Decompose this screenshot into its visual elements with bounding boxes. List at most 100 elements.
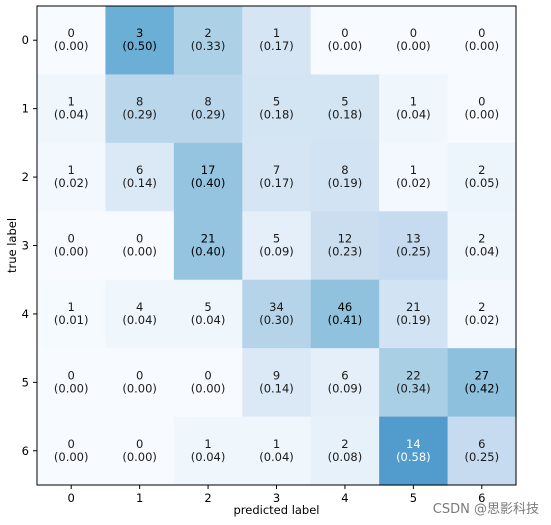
heatmap-cell <box>105 211 175 281</box>
cell-fraction-label: (0.01) <box>54 313 89 327</box>
cell-count-label: 0 <box>478 95 485 109</box>
cell-fraction-label: (0.41) <box>328 313 363 327</box>
x-tick-label: 0 <box>68 491 75 505</box>
cell-fraction-label: (0.14) <box>259 381 294 395</box>
cell-fraction-label: (0.40) <box>191 176 226 190</box>
cell-count-label: 1 <box>204 437 211 451</box>
cell-count-label: 1 <box>68 300 75 314</box>
cell-count-label: 2 <box>478 232 485 246</box>
heatmap-cell <box>242 416 312 486</box>
heatmap-cell <box>310 211 380 281</box>
cell-count-label: 0 <box>68 368 75 382</box>
x-axis-label: predicted label <box>233 503 319 517</box>
cell-fraction-label: (0.02) <box>464 313 499 327</box>
heatmap-cell <box>310 74 380 144</box>
y-axis-label: true label <box>5 218 19 273</box>
cell-count-label: 17 <box>201 163 216 177</box>
x-tick-label: 2 <box>204 491 211 505</box>
cell-fraction-label: (0.50) <box>122 39 157 53</box>
heatmap-cell <box>105 74 175 144</box>
x-tick-label: 3 <box>273 491 280 505</box>
heatmap-cell <box>37 6 107 76</box>
heatmap-cell <box>379 142 449 212</box>
cell-count-label: 27 <box>474 368 489 382</box>
cell-count-label: 0 <box>68 26 75 40</box>
cell-fraction-label: (0.18) <box>328 108 363 122</box>
cell-count-label: 21 <box>201 232 216 246</box>
cell-fraction-label: (0.04) <box>396 108 431 122</box>
cell-fraction-label: (0.04) <box>122 313 157 327</box>
cell-count-label: 0 <box>478 26 485 40</box>
cell-count-label: 7 <box>273 163 280 177</box>
heatmap-cell <box>173 348 243 418</box>
y-tick-label: 2 <box>22 170 29 184</box>
cell-count-label: 6 <box>341 368 348 382</box>
cell-fraction-label: (0.00) <box>464 108 499 122</box>
cell-count-label: 0 <box>68 232 75 246</box>
cell-fraction-label: (0.58) <box>396 450 431 464</box>
heatmap-cell <box>105 416 175 486</box>
cell-fraction-label: (0.25) <box>464 450 499 464</box>
heatmap-cell <box>379 211 449 281</box>
heatmap-cell <box>173 211 243 281</box>
heatmap-cell <box>447 74 517 144</box>
cell-count-label: 0 <box>410 26 417 40</box>
cell-count-label: 1 <box>68 163 75 177</box>
x-tick-label: 4 <box>341 491 348 505</box>
heatmap-cell <box>310 279 380 349</box>
heatmap-cell <box>105 279 175 349</box>
cell-fraction-label: (0.29) <box>122 108 157 122</box>
heatmap-cells: 0(0.00)3(0.50)2(0.33)1(0.17)0(0.00)0(0.0… <box>37 6 517 486</box>
heatmap-cell <box>310 348 380 418</box>
heatmap-cell <box>379 74 449 144</box>
cell-count-label: 0 <box>341 26 348 40</box>
cell-fraction-label: (0.00) <box>396 39 431 53</box>
heatmap-cell <box>447 142 517 212</box>
cell-fraction-label: (0.19) <box>396 313 431 327</box>
cell-count-label: 5 <box>341 95 348 109</box>
cell-count-label: 8 <box>136 95 143 109</box>
heatmap-cell <box>37 142 107 212</box>
y-tick-label: 3 <box>22 239 29 253</box>
cell-fraction-label: (0.14) <box>122 176 157 190</box>
cell-fraction-label: (0.17) <box>259 39 294 53</box>
y-tick-label: 0 <box>22 33 29 47</box>
cell-fraction-label: (0.00) <box>54 381 89 395</box>
cell-count-label: 12 <box>338 232 353 246</box>
cell-count-label: 1 <box>273 26 280 40</box>
cell-count-label: 8 <box>204 95 211 109</box>
heatmap-cell <box>173 6 243 76</box>
cell-count-label: 1 <box>273 437 280 451</box>
cell-fraction-label: (0.02) <box>396 176 431 190</box>
cell-fraction-label: (0.04) <box>191 313 226 327</box>
heatmap-cell <box>447 348 517 418</box>
heatmap-cell <box>310 142 380 212</box>
cell-count-label: 9 <box>273 368 280 382</box>
heatmap-cell <box>37 279 107 349</box>
heatmap-cell <box>173 74 243 144</box>
y-tick-label: 1 <box>22 102 29 116</box>
cell-fraction-label: (0.08) <box>328 450 363 464</box>
cell-fraction-label: (0.00) <box>54 39 89 53</box>
cell-fraction-label: (0.09) <box>328 381 363 395</box>
cell-count-label: 0 <box>68 437 75 451</box>
y-tick-label: 6 <box>22 444 29 458</box>
heatmap-cell <box>447 6 517 76</box>
cell-count-label: 3 <box>136 26 143 40</box>
y-tick-label: 5 <box>22 375 29 389</box>
cell-count-label: 6 <box>136 163 143 177</box>
cell-fraction-label: (0.04) <box>464 245 499 259</box>
heatmap-cell <box>173 416 243 486</box>
cell-fraction-label: (0.25) <box>396 245 431 259</box>
heatmap-cell <box>105 142 175 212</box>
cell-fraction-label: (0.04) <box>191 450 226 464</box>
cell-fraction-label: (0.00) <box>122 381 157 395</box>
cell-count-label: 5 <box>273 95 280 109</box>
heatmap-cell <box>242 142 312 212</box>
cell-fraction-label: (0.00) <box>54 450 89 464</box>
cell-fraction-label: (0.18) <box>259 108 294 122</box>
cell-fraction-label: (0.04) <box>54 108 89 122</box>
cell-count-label: 2 <box>204 26 211 40</box>
